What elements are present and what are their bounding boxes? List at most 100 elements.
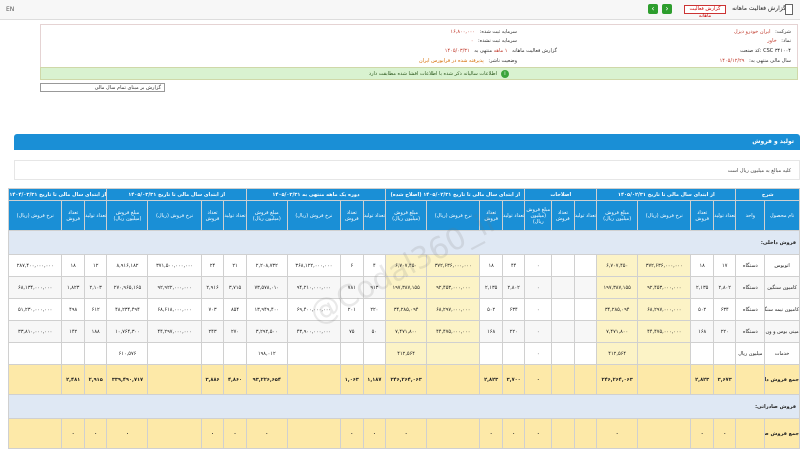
table-row[interactable]: اتوبوس دستگاه ۱۷ ۱۸ ۳۷۲,۶۳۶,۰۰۰,۰۰۰ ۶,۷۰۷,۴۵۰… [7,254,800,277]
table-cell: ۶۸,۱۳۴,۰۰۰,۰۰۰ [7,276,63,299]
table-cell [573,298,598,321]
group-header: از ابتدای سال مالی تا تاریخ ۱۴۰۵/۰۲/۳۱ (… [385,188,526,201]
table-cell [735,364,766,395]
table-cell: ۱۰,۷۶۴,۳۰۰ [106,320,149,343]
table-cell: ۱,۱۸۷ [362,364,387,395]
table-cell: ۳۷۲,۶۳۶,۰۰۰,۰۰۰ [426,254,481,277]
capital-unregistered-label: سرمایه ثبت نشده: [478,38,517,44]
column-header: نرخ فروش (ریال) [147,200,202,231]
table-cell [501,342,526,365]
column-header: مبلغ فروش (میلیون ریال) [106,200,149,231]
table-cell [551,254,575,277]
table-cell: ۲,۸۰۲ [501,276,526,299]
table-cell: ۱۹۸,۰۱۲ [245,342,288,365]
table-cell: ۶۱۰,۵۷۶ [106,342,149,365]
report-basis-select[interactable]: گزارش بر مبنای تمام سال مالی [40,83,165,92]
table-cell: ۱۹۷,۳۸۷,۱۵۵ [385,276,428,299]
table-cell [362,342,387,365]
table-cell: ۲۷۰,۹۶۵,۱۶۵ [106,276,149,299]
period-end-value: ۱۴۰۵/۰۳/۳۱ [444,48,470,54]
table-cell [286,418,342,449]
table-cell [637,418,692,449]
table-row[interactable]: مینی بوس و ون دستگاه ۲۲۰ ۱۶۸ ۴۴,۴۷۵,۰۰۰,۰۰۰ ۷… [7,320,800,343]
table-cell: ۷,۴۷۱,۸۰۰ [385,320,428,343]
info-icon: i [501,70,509,78]
report-name-label: گزارش فعالیت ماهانه [512,48,557,54]
status-value: پذیرفته شده در فرابورس ایران [418,58,484,64]
table-cell: ۲,۱۳۵ [479,276,503,299]
chevron-left-icon: ‹ [651,4,655,13]
column-header: تعداد فروش [340,200,364,231]
column-header: مبلغ فروش (میلیون ریال) [524,200,553,231]
fiscal-year-label: سال مالی منتهی به: [749,58,791,64]
table-cell: ۴۱۲,۵۶۴ [385,342,428,365]
table-cell: ۶۸,۶۱۸,۰۰۰,۰۰۰ [147,298,202,321]
symbol-value[interactable]: خاور [767,38,777,44]
table-cell: ۱۸۸ [83,320,108,343]
table-cell: ۳۶۸,۱۲۲,۰۰۰,۰۰۰ [286,254,342,277]
export-sales-group: فروش صادراتی: [8,394,800,419]
document-icon [785,4,793,15]
table-cell: ۰ [501,418,526,449]
table-cell: ۰ [690,418,714,449]
table-cell: ۴۴,۴۷۵,۰۰۰,۰۰۰ [426,320,481,343]
capital-value: ۱۶,۸۰۰,۰۰۰ [450,29,476,35]
column-header: نرخ فروش (ریال) [7,200,63,231]
production-sales-table-wrapper[interactable]: شرح از ابتدای سال مالی تا تاریخ ۱۴۰۵/۰۲/… [0,188,800,450]
table-cell: ۲,۹۱۶ [200,276,225,299]
table-cell: ۲۲۰ [712,320,737,343]
table-cell: ۳۴,۲۸۵,۰۹۴ [385,298,428,321]
table-cell: ۵۰ [362,320,387,343]
table-cell [7,342,63,365]
top-bar: EN ‹ › گزارش فعالیت ماهانه گزارش فعالیت … [0,0,800,20]
next-report-button[interactable]: › [662,4,672,14]
language-toggle[interactable]: EN [6,6,15,13]
domestic-total-row[interactable]: جمع فروش داخلی۳,۶۷۳۲,۸۲۳۲۴۶,۲۶۴,۰۶۳۰۳,۷۰… [7,364,800,395]
table-cell [147,418,202,449]
export-total-row[interactable]: جمع فروش صادراتی۰۰۰۰۰۰۰۰۰۰۰۰۰۰۰ [7,418,800,449]
table-cell [551,418,575,449]
table-cell [286,364,342,395]
table-cell: ۲,۹۱۵ [83,364,108,395]
notice-text: اطلاعات سالیانه ذکر شده با اطلاعات افشا … [368,71,497,77]
column-header: نام محصول [764,200,800,231]
table-cell: ۳۴,۲۸۵,۰۹۴ [596,298,639,321]
table-cell [573,364,598,395]
product-name-cell: اتوبوس [764,254,800,277]
table-cell: ۰ [61,418,85,449]
table-cell [735,418,766,449]
column-header: واحد [735,200,766,231]
table-cell: ۱۲ [83,254,108,277]
company-name[interactable]: ایران خودرو دیزل [733,29,771,35]
table-cell: ۴,۸۶۰ [223,364,247,395]
column-header: تعداد فروش [61,200,85,231]
table-row[interactable]: خدمات میلیون ریال ۴۱۲,۵۶۴ ۰ ۴۱۲,۵۶۴ ۱۹۸,۰۱۲ ۶۱… [7,342,800,365]
table-cell [551,298,575,321]
table-cell: ۴۴ [501,254,526,277]
table-cell: ۶۸,۲۹۷,۰۰۰,۰۰۰ [637,298,692,321]
product-name-cell: کامیون نیمه سنگین [764,298,800,321]
table-cell [426,418,481,449]
table-cell: ۱۸ [479,254,503,277]
table-cell: ۲۴۶,۲۶۴,۰۶۳ [596,364,639,395]
column-header: نرخ فروش (ریال) [426,200,481,231]
column-header: مبلغ فروش (میلیون ریال) [245,200,288,231]
table-cell: ۱۳,۹۴۹,۴۰۰ [245,298,288,321]
table-cell: ۳۷۱,۵۰۰,۰۰۰,۰۰۰ [147,254,202,277]
table-cell: ۱۷ [712,254,737,277]
column-header: تعداد فروش [690,200,714,231]
status-label: وضعیت ناشر: [488,58,517,64]
table-cell: میلیون ریال [735,342,766,365]
table-cell: ۰ [200,418,225,449]
table-cell: ۷۰۳ [200,298,225,321]
table-row[interactable]: کامیون نیمه سنگیندستگاه۶۳۴۵۰۲۶۸,۲۹۷,۰۰۰,… [7,298,800,321]
table-cell: ۶۹,۴۰۰,۰۰۰,۰۰۰ [286,298,342,321]
group-header: دوره یک ماهه منتهی به ۱۴۰۵/۰۳/۳۱ [245,188,387,201]
table-cell: دستگاه [735,320,766,343]
table-cell: ۶۳۴ [712,298,737,321]
unit-note-text: کلیه مبالغ به میلیون ریال است [727,168,791,174]
table-cell: ۲,۴۸۱ [61,364,85,395]
prev-report-button[interactable]: ‹ [648,4,658,14]
table-row[interactable]: کامیون سنگین دستگاه ۲,۸۰۲ ۲,۱۳۵ ۹۲,۴۵۳,۰۰۰,۰… [7,276,800,299]
table-cell: ۲۴۳ [200,320,225,343]
